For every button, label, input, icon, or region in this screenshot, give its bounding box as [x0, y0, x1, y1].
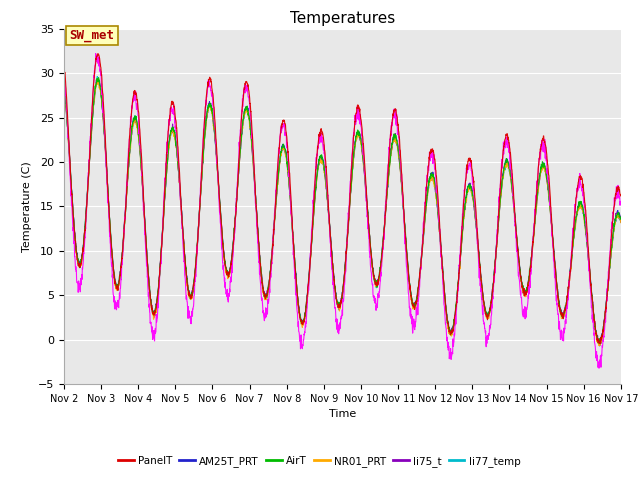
Text: SW_met: SW_met	[70, 29, 115, 42]
Y-axis label: Temperature (C): Temperature (C)	[22, 161, 33, 252]
X-axis label: Time: Time	[329, 409, 356, 419]
Legend: sonicT: sonicT	[114, 478, 175, 480]
Title: Temperatures: Temperatures	[290, 11, 395, 26]
